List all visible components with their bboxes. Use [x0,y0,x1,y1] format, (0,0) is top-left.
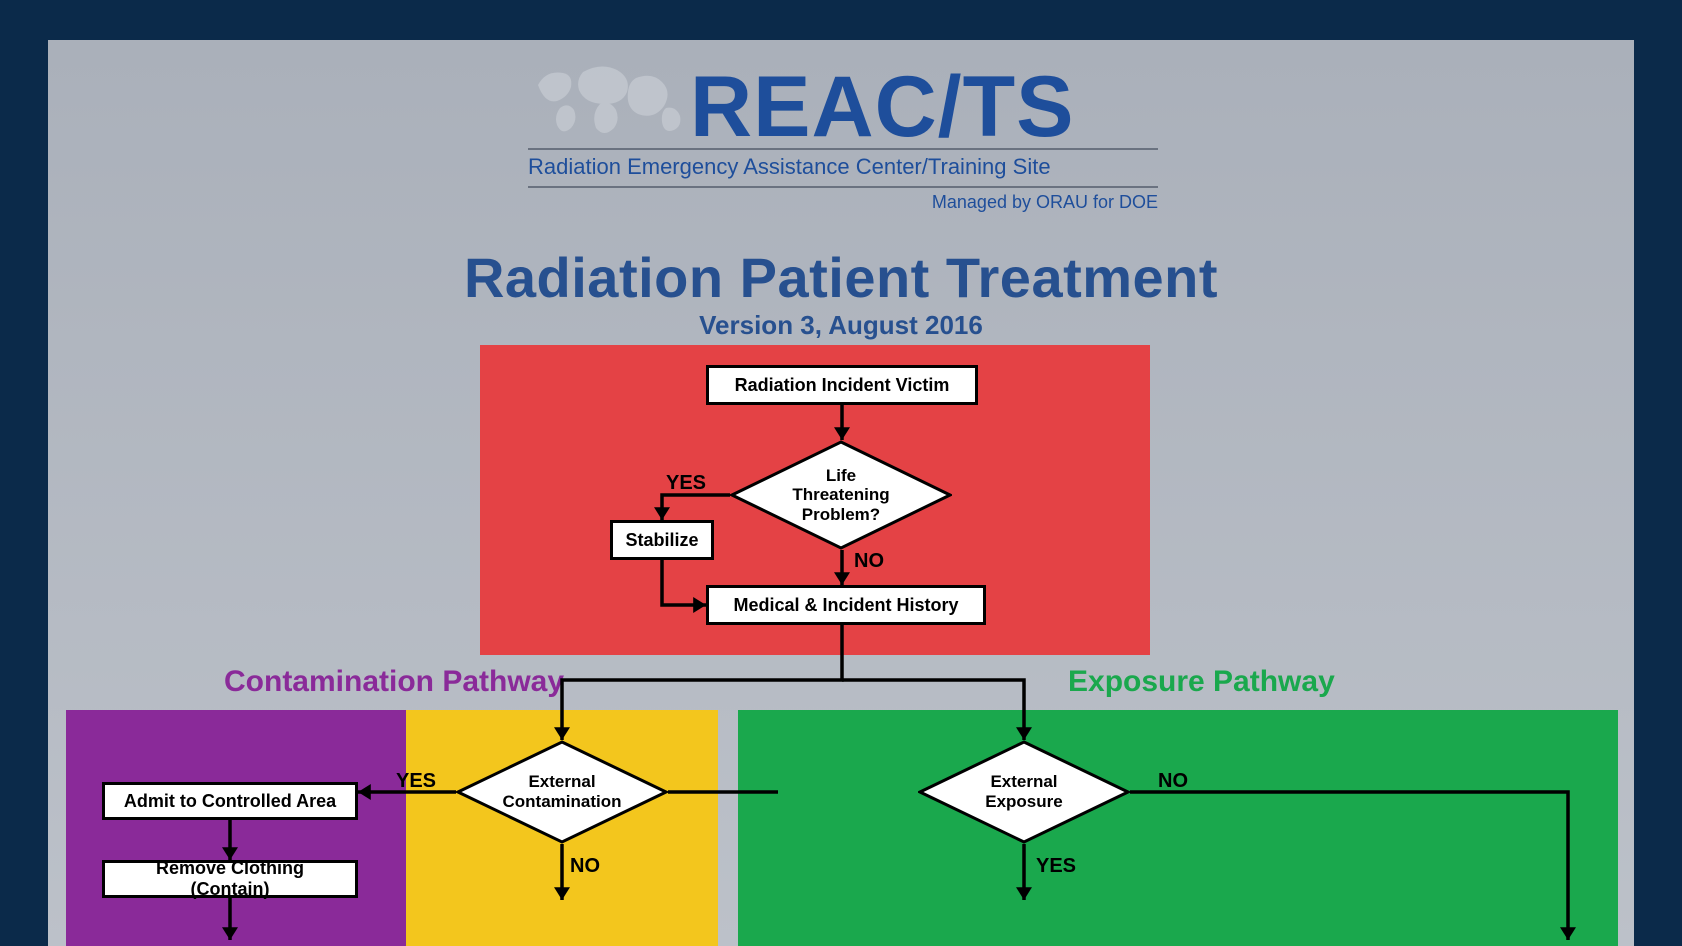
node-n_extexp: External Exposure [918,740,1130,844]
page: REAC/TS Radiation Emergency Assistance C… [48,40,1634,946]
node-n_admit: Admit to Controlled Area [102,782,358,820]
node-n_stabilize: Stabilize [610,520,714,560]
logo-subtitle: Radiation Emergency Assistance Center/Tr… [528,150,1158,188]
edge-label-yes1: YES [666,472,706,495]
edge-label-no2: NO [570,855,600,878]
node-n_life: Life Threatening Problem? [730,440,952,550]
managed-by: Managed by ORAU for DOE [528,188,1158,213]
node-n_start: Radiation Incident Victim [706,365,978,405]
pathway-label-exposure: Exposure Pathway [1068,665,1335,699]
edge-label-yes3: YES [1036,855,1076,878]
node-n_extcont: External Contamination [456,740,668,844]
edge-label-yes2: YES [396,770,436,793]
node-n_extexp-label: External Exposure [918,740,1130,844]
version-line: Version 3, August 2016 [48,310,1634,341]
outer-frame: REAC/TS Radiation Emergency Assistance C… [0,0,1682,946]
node-n_history: Medical & Incident History [706,585,986,625]
world-map-icon [528,60,688,140]
edge-label-no3: NO [1158,770,1188,793]
node-n_life-label: Life Threatening Problem? [730,440,952,550]
block-purple [66,710,406,946]
edge-label-no1: NO [854,550,884,573]
node-n_extcont-label: External Contamination [456,740,668,844]
page-title: Radiation Patient Treatment [48,245,1634,310]
logo-main: REAC/TS [690,69,1074,146]
block-green [738,710,1618,946]
logo-block: REAC/TS Radiation Emergency Assistance C… [528,60,1158,213]
node-n_remove: Remove Clothing (Contain) [102,860,358,898]
logo-row: REAC/TS [528,60,1158,150]
pathway-label-contamination: Contamination Pathway [224,665,564,699]
